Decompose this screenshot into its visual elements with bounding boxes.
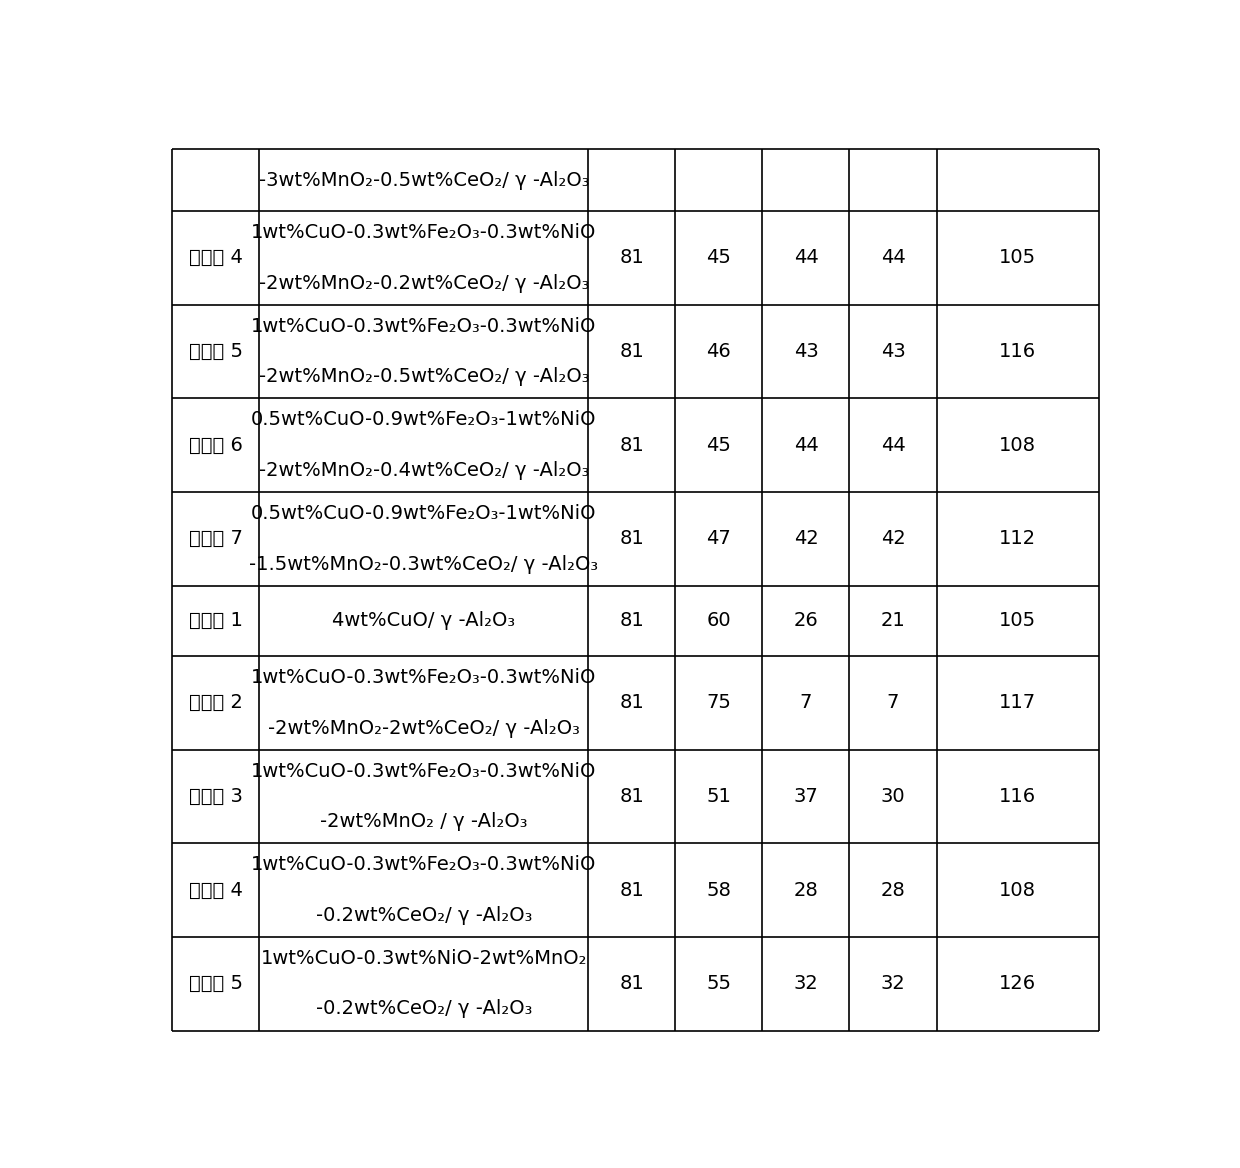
Text: 44: 44 bbox=[880, 249, 905, 267]
Text: 对照例 4: 对照例 4 bbox=[188, 881, 243, 899]
Text: 实施例 6: 实施例 6 bbox=[188, 436, 243, 454]
Text: 81: 81 bbox=[620, 249, 644, 267]
Text: 75: 75 bbox=[707, 694, 732, 712]
Text: 45: 45 bbox=[707, 436, 732, 454]
Text: 81: 81 bbox=[620, 881, 644, 899]
Text: 116: 116 bbox=[999, 787, 1037, 806]
Text: 60: 60 bbox=[707, 611, 732, 631]
Text: 21: 21 bbox=[880, 611, 905, 631]
Text: -2wt%MnO₂-0.5wt%CeO₂/ γ -Al₂O₃: -2wt%MnO₂-0.5wt%CeO₂/ γ -Al₂O₃ bbox=[259, 367, 589, 387]
Text: 1wt%CuO-0.3wt%NiO-2wt%MnO₂: 1wt%CuO-0.3wt%NiO-2wt%MnO₂ bbox=[260, 948, 587, 968]
Text: 实施例 7: 实施例 7 bbox=[188, 529, 243, 548]
Text: -2wt%MnO₂-0.2wt%CeO₂/ γ -Al₂O₃: -2wt%MnO₂-0.2wt%CeO₂/ γ -Al₂O₃ bbox=[259, 273, 589, 293]
Text: 32: 32 bbox=[794, 974, 818, 993]
Text: 28: 28 bbox=[794, 881, 818, 899]
Text: 43: 43 bbox=[794, 342, 818, 361]
Text: 81: 81 bbox=[620, 342, 644, 361]
Text: 实施例 5: 实施例 5 bbox=[188, 342, 243, 361]
Text: -2wt%MnO₂-0.4wt%CeO₂/ γ -Al₂O₃: -2wt%MnO₂-0.4wt%CeO₂/ γ -Al₂O₃ bbox=[259, 461, 589, 480]
Text: 37: 37 bbox=[794, 787, 818, 806]
Text: 126: 126 bbox=[999, 974, 1037, 993]
Text: 55: 55 bbox=[707, 974, 732, 993]
Text: 116: 116 bbox=[999, 342, 1037, 361]
Text: 81: 81 bbox=[620, 436, 644, 454]
Text: 7: 7 bbox=[887, 694, 899, 712]
Text: -0.2wt%CeO₂/ γ -Al₂O₃: -0.2wt%CeO₂/ γ -Al₂O₃ bbox=[316, 1000, 532, 1018]
Text: 81: 81 bbox=[620, 974, 644, 993]
Text: 对照例 3: 对照例 3 bbox=[188, 787, 243, 806]
Text: 32: 32 bbox=[880, 974, 905, 993]
Text: 1wt%CuO-0.3wt%Fe₂O₃-0.3wt%NiO: 1wt%CuO-0.3wt%Fe₂O₃-0.3wt%NiO bbox=[252, 223, 596, 242]
Text: 30: 30 bbox=[880, 787, 905, 806]
Text: 28: 28 bbox=[880, 881, 905, 899]
Text: 44: 44 bbox=[794, 249, 818, 267]
Text: 105: 105 bbox=[999, 611, 1037, 631]
Text: 1wt%CuO-0.3wt%Fe₂O₃-0.3wt%NiO: 1wt%CuO-0.3wt%Fe₂O₃-0.3wt%NiO bbox=[252, 855, 596, 875]
Text: 51: 51 bbox=[707, 787, 732, 806]
Text: 1wt%CuO-0.3wt%Fe₂O₃-0.3wt%NiO: 1wt%CuO-0.3wt%Fe₂O₃-0.3wt%NiO bbox=[252, 762, 596, 780]
Text: 1wt%CuO-0.3wt%Fe₂O₃-0.3wt%NiO: 1wt%CuO-0.3wt%Fe₂O₃-0.3wt%NiO bbox=[252, 668, 596, 687]
Text: -1.5wt%MnO₂-0.3wt%CeO₂/ γ -Al₂O₃: -1.5wt%MnO₂-0.3wt%CeO₂/ γ -Al₂O₃ bbox=[249, 555, 599, 573]
Text: 58: 58 bbox=[707, 881, 732, 899]
Text: 47: 47 bbox=[707, 529, 732, 548]
Text: 实施例 4: 实施例 4 bbox=[188, 249, 243, 267]
Text: 108: 108 bbox=[999, 436, 1037, 454]
Text: 26: 26 bbox=[794, 611, 818, 631]
Text: 对照例 5: 对照例 5 bbox=[188, 974, 243, 993]
Text: 0.5wt%CuO-0.9wt%Fe₂O₃-1wt%NiO: 0.5wt%CuO-0.9wt%Fe₂O₃-1wt%NiO bbox=[250, 410, 596, 430]
Text: 81: 81 bbox=[620, 694, 644, 712]
Text: 45: 45 bbox=[707, 249, 732, 267]
Text: 117: 117 bbox=[999, 694, 1037, 712]
Text: 105: 105 bbox=[999, 249, 1037, 267]
Text: 0.5wt%CuO-0.9wt%Fe₂O₃-1wt%NiO: 0.5wt%CuO-0.9wt%Fe₂O₃-1wt%NiO bbox=[250, 503, 596, 523]
Text: 43: 43 bbox=[880, 342, 905, 361]
Text: 4wt%CuO/ γ -Al₂O₃: 4wt%CuO/ γ -Al₂O₃ bbox=[332, 611, 516, 631]
Text: -2wt%MnO₂ / γ -Al₂O₃: -2wt%MnO₂ / γ -Al₂O₃ bbox=[320, 812, 527, 832]
Text: 46: 46 bbox=[707, 342, 732, 361]
Text: 对照例 1: 对照例 1 bbox=[188, 611, 243, 631]
Text: 81: 81 bbox=[620, 529, 644, 548]
Text: 81: 81 bbox=[620, 787, 644, 806]
Text: -3wt%MnO₂-0.5wt%CeO₂/ γ -Al₂O₃: -3wt%MnO₂-0.5wt%CeO₂/ γ -Al₂O₃ bbox=[259, 171, 589, 189]
Text: -2wt%MnO₂-2wt%CeO₂/ γ -Al₂O₃: -2wt%MnO₂-2wt%CeO₂/ γ -Al₂O₃ bbox=[268, 718, 580, 737]
Text: 44: 44 bbox=[794, 436, 818, 454]
Text: 42: 42 bbox=[880, 529, 905, 548]
Text: 44: 44 bbox=[880, 436, 905, 454]
Text: -0.2wt%CeO₂/ γ -Al₂O₃: -0.2wt%CeO₂/ γ -Al₂O₃ bbox=[316, 906, 532, 925]
Text: 1wt%CuO-0.3wt%Fe₂O₃-0.3wt%NiO: 1wt%CuO-0.3wt%Fe₂O₃-0.3wt%NiO bbox=[252, 317, 596, 335]
Text: 81: 81 bbox=[620, 611, 644, 631]
Text: 112: 112 bbox=[999, 529, 1037, 548]
Text: 对照例 2: 对照例 2 bbox=[188, 694, 243, 712]
Text: 7: 7 bbox=[800, 694, 812, 712]
Text: 108: 108 bbox=[999, 881, 1037, 899]
Text: 42: 42 bbox=[794, 529, 818, 548]
